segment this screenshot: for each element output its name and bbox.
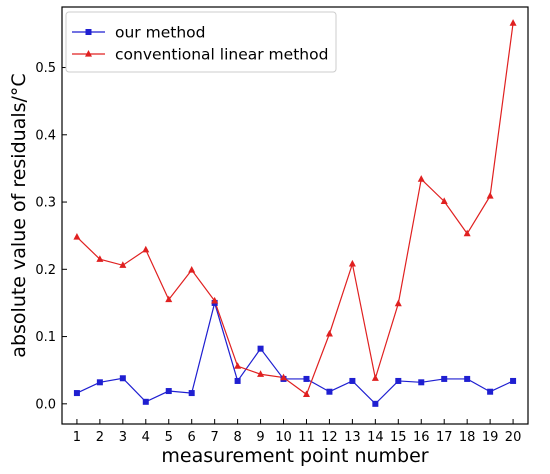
x-tick-label: 13 — [344, 430, 361, 445]
x-tick-label: 10 — [275, 430, 292, 445]
data-point-conventional-linear-method — [119, 261, 127, 268]
data-point-our-method — [464, 375, 471, 382]
data-point-conventional-linear-method — [188, 265, 196, 273]
data-point-conventional-linear-method — [371, 374, 379, 381]
data-point-our-method — [441, 375, 448, 382]
data-point-conventional-linear-method — [211, 296, 219, 304]
data-point-our-method — [395, 377, 402, 384]
data-point-our-method — [303, 375, 310, 382]
x-tick-label: 16 — [413, 430, 430, 445]
data-point-our-method — [188, 390, 195, 397]
x-tick-label: 2 — [96, 430, 104, 445]
data-point-conventional-linear-method — [257, 370, 265, 377]
x-tick-label: 4 — [142, 430, 150, 445]
data-point-conventional-linear-method — [394, 299, 402, 307]
data-point-our-method — [234, 377, 241, 384]
data-point-our-method — [487, 388, 494, 395]
legend-label-our-method: our method — [115, 24, 205, 42]
data-point-our-method — [418, 379, 425, 386]
data-point-our-method — [96, 379, 103, 386]
data-point-our-method — [165, 388, 172, 395]
y-tick-label: 0.3 — [35, 196, 56, 211]
x-tick-label: 11 — [298, 430, 315, 445]
x-tick-label: 7 — [211, 430, 219, 445]
y-tick-label: 0.5 — [35, 61, 56, 76]
data-point-our-method — [142, 398, 149, 405]
x-tick-label: 20 — [505, 430, 522, 445]
x-tick-label: 14 — [367, 430, 384, 445]
data-point-our-method — [510, 377, 517, 384]
x-tick-label: 6 — [188, 430, 196, 445]
data-point-conventional-linear-method — [325, 329, 333, 337]
data-point-conventional-linear-method — [234, 362, 242, 369]
y-tick-label: 0.4 — [35, 128, 56, 143]
data-point-our-method — [119, 375, 126, 382]
x-tick-label: 8 — [233, 430, 241, 445]
y-tick-label: 0.1 — [35, 330, 56, 345]
legend: our method conventional linear method — [65, 11, 337, 73]
data-point-conventional-linear-method — [348, 259, 356, 267]
data-point-our-method — [257, 345, 264, 352]
x-tick-label: 9 — [256, 430, 264, 445]
series-lines — [76, 23, 514, 405]
series-line-our-method — [76, 300, 514, 405]
legend-box — [65, 11, 337, 73]
legend-marker-conventional-linear-method — [85, 50, 92, 57]
legend-label-conventional-linear-method: conventional linear method — [115, 46, 328, 64]
y-tick-label: 0.0 — [35, 397, 56, 412]
data-point-conventional-linear-method — [463, 229, 471, 237]
series-line-conventional-linear-method — [76, 23, 514, 396]
y-tick-label: 0.2 — [35, 263, 56, 278]
data-point-conventional-linear-method — [509, 19, 517, 26]
data-point-conventional-linear-method — [417, 175, 425, 182]
data-point-our-method — [73, 390, 80, 397]
x-tick-label: 17 — [436, 430, 453, 445]
data-point-our-method — [349, 377, 356, 384]
data-point-conventional-linear-method — [96, 255, 104, 262]
data-point-conventional-linear-method — [486, 191, 494, 199]
data-point-conventional-linear-method — [302, 390, 310, 398]
data-point-our-method — [326, 388, 333, 395]
x-tick-label: 5 — [165, 430, 173, 445]
x-tick-label: 19 — [482, 430, 499, 445]
x-axis-label: measurement point number — [161, 445, 428, 467]
series-markers — [73, 19, 517, 407]
data-point-conventional-linear-method — [280, 373, 288, 381]
data-point-conventional-linear-method — [165, 295, 173, 303]
data-point-conventional-linear-method — [73, 233, 81, 240]
x-tick-label: 1 — [73, 430, 81, 445]
plot-frame — [61, 6, 529, 425]
x-tick-label: 15 — [390, 430, 407, 445]
legend-marker-our-method — [85, 29, 92, 35]
y-axis-label: absolute value of residuals/°C — [8, 73, 30, 357]
axis-ticks: 1 2 3 4 5 6 7 8 9 10 11 12 13 14 15 16 17 18 19 200.00.10.2… — [35, 61, 521, 445]
data-point-conventional-linear-method — [142, 245, 150, 253]
x-tick-label: 18 — [459, 430, 476, 445]
x-tick-label: 12 — [321, 430, 338, 445]
x-tick-label: 3 — [119, 430, 127, 445]
data-point-our-method — [372, 400, 379, 407]
data-point-conventional-linear-method — [440, 197, 448, 204]
